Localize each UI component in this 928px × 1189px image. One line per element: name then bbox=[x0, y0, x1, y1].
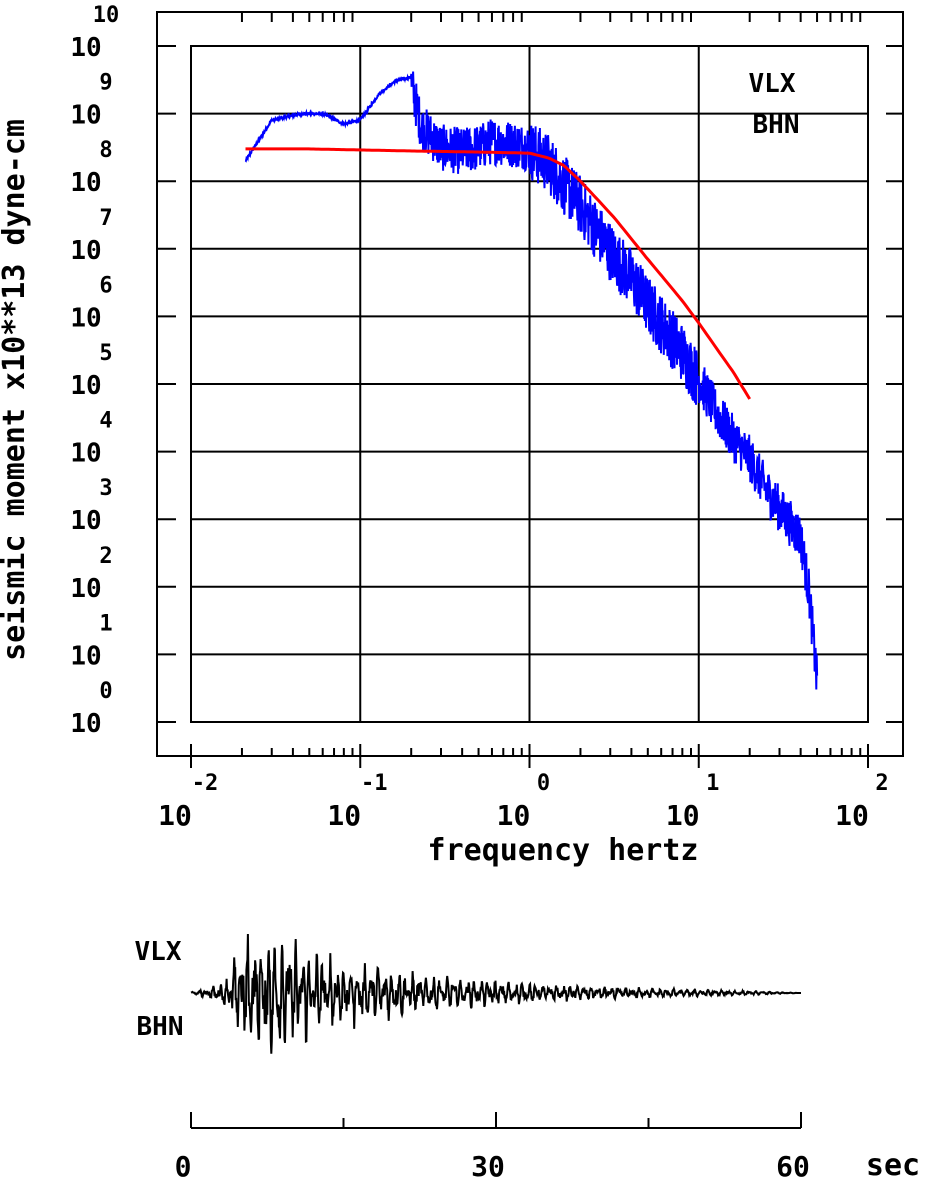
y-tick-base: 10 bbox=[70, 303, 101, 333]
x-tick-exponent: 1 bbox=[706, 771, 719, 796]
x-axis-label: frequency hertz bbox=[428, 833, 699, 868]
y-tick-base: 10 bbox=[70, 236, 101, 266]
x-tick-exponent: -2 bbox=[192, 771, 219, 796]
waveform-station-label: VLX bbox=[135, 937, 182, 967]
x-minor-ticks bbox=[190, 12, 869, 768]
time-tick-label: 30 bbox=[471, 1150, 505, 1183]
y-tick-exponent: 6 bbox=[99, 273, 112, 298]
waveform-line bbox=[190, 933, 801, 1054]
waveform-trace bbox=[190, 933, 801, 1054]
y-tick-exponent: 8 bbox=[99, 138, 112, 163]
time-tick-labels: 0 30 60 bbox=[175, 1150, 810, 1183]
y-major-ticks bbox=[157, 45, 903, 723]
y-tick-exponent: 10 bbox=[93, 3, 120, 28]
time-unit-label: sec bbox=[866, 1148, 920, 1183]
waveform-chart: VLX BHN 0 30 60 sec bbox=[135, 933, 920, 1183]
x-tick-base: 10 bbox=[666, 799, 700, 832]
y-tick-exponent: 9 bbox=[99, 71, 112, 96]
y-tick-labels: 10 0 10 1 10 2 10 3 10 4 10 5 10 6 10 7 10 8 10 9 10 10 bbox=[70, 3, 119, 739]
y-tick-exponent: 4 bbox=[99, 409, 112, 434]
x-tick-exponent: 2 bbox=[875, 771, 888, 796]
spectrum-station-label: VLX bbox=[749, 69, 796, 99]
y-tick-exponent: 7 bbox=[99, 206, 112, 231]
y-tick-base: 10 bbox=[70, 709, 101, 739]
spectrum-series-line bbox=[244, 71, 819, 690]
y-tick-exponent: 5 bbox=[99, 341, 112, 366]
y-tick-exponent: 2 bbox=[99, 544, 112, 569]
x-tick-base: 10 bbox=[158, 799, 192, 832]
time-tick-label: 0 bbox=[175, 1150, 192, 1183]
y-tick-exponent: 0 bbox=[99, 679, 112, 704]
y-tick-base: 10 bbox=[70, 168, 101, 198]
y-tick-base: 10 bbox=[70, 506, 101, 536]
x-tick-exponent: -1 bbox=[361, 771, 388, 796]
y-tick-base: 10 bbox=[70, 439, 101, 469]
x-tick-base: 10 bbox=[835, 799, 869, 832]
series-layer bbox=[244, 71, 819, 690]
time-tick-label: 60 bbox=[776, 1150, 810, 1183]
x-tick-exponent: 0 bbox=[537, 771, 550, 796]
x-tick-base: 10 bbox=[327, 799, 361, 832]
y-tick-base: 10 bbox=[70, 574, 101, 604]
spectrum-channel-label: BHN bbox=[753, 110, 800, 140]
y-tick-base: 10 bbox=[70, 101, 101, 131]
y-tick-base: 10 bbox=[70, 371, 101, 401]
model-fit-line bbox=[245, 147, 751, 400]
y-tick-exponent: 3 bbox=[99, 476, 112, 501]
time-ticks bbox=[190, 1112, 802, 1128]
waveform-channel-label: BHN bbox=[137, 1012, 184, 1042]
y-tick-exponent: 1 bbox=[99, 611, 112, 636]
y-axis-label: seismic moment x10**13 dyne-cm bbox=[0, 119, 32, 661]
y-tick-base: 10 bbox=[70, 33, 101, 63]
y-tick-base: 10 bbox=[70, 641, 101, 671]
x-tick-base: 10 bbox=[497, 799, 531, 832]
